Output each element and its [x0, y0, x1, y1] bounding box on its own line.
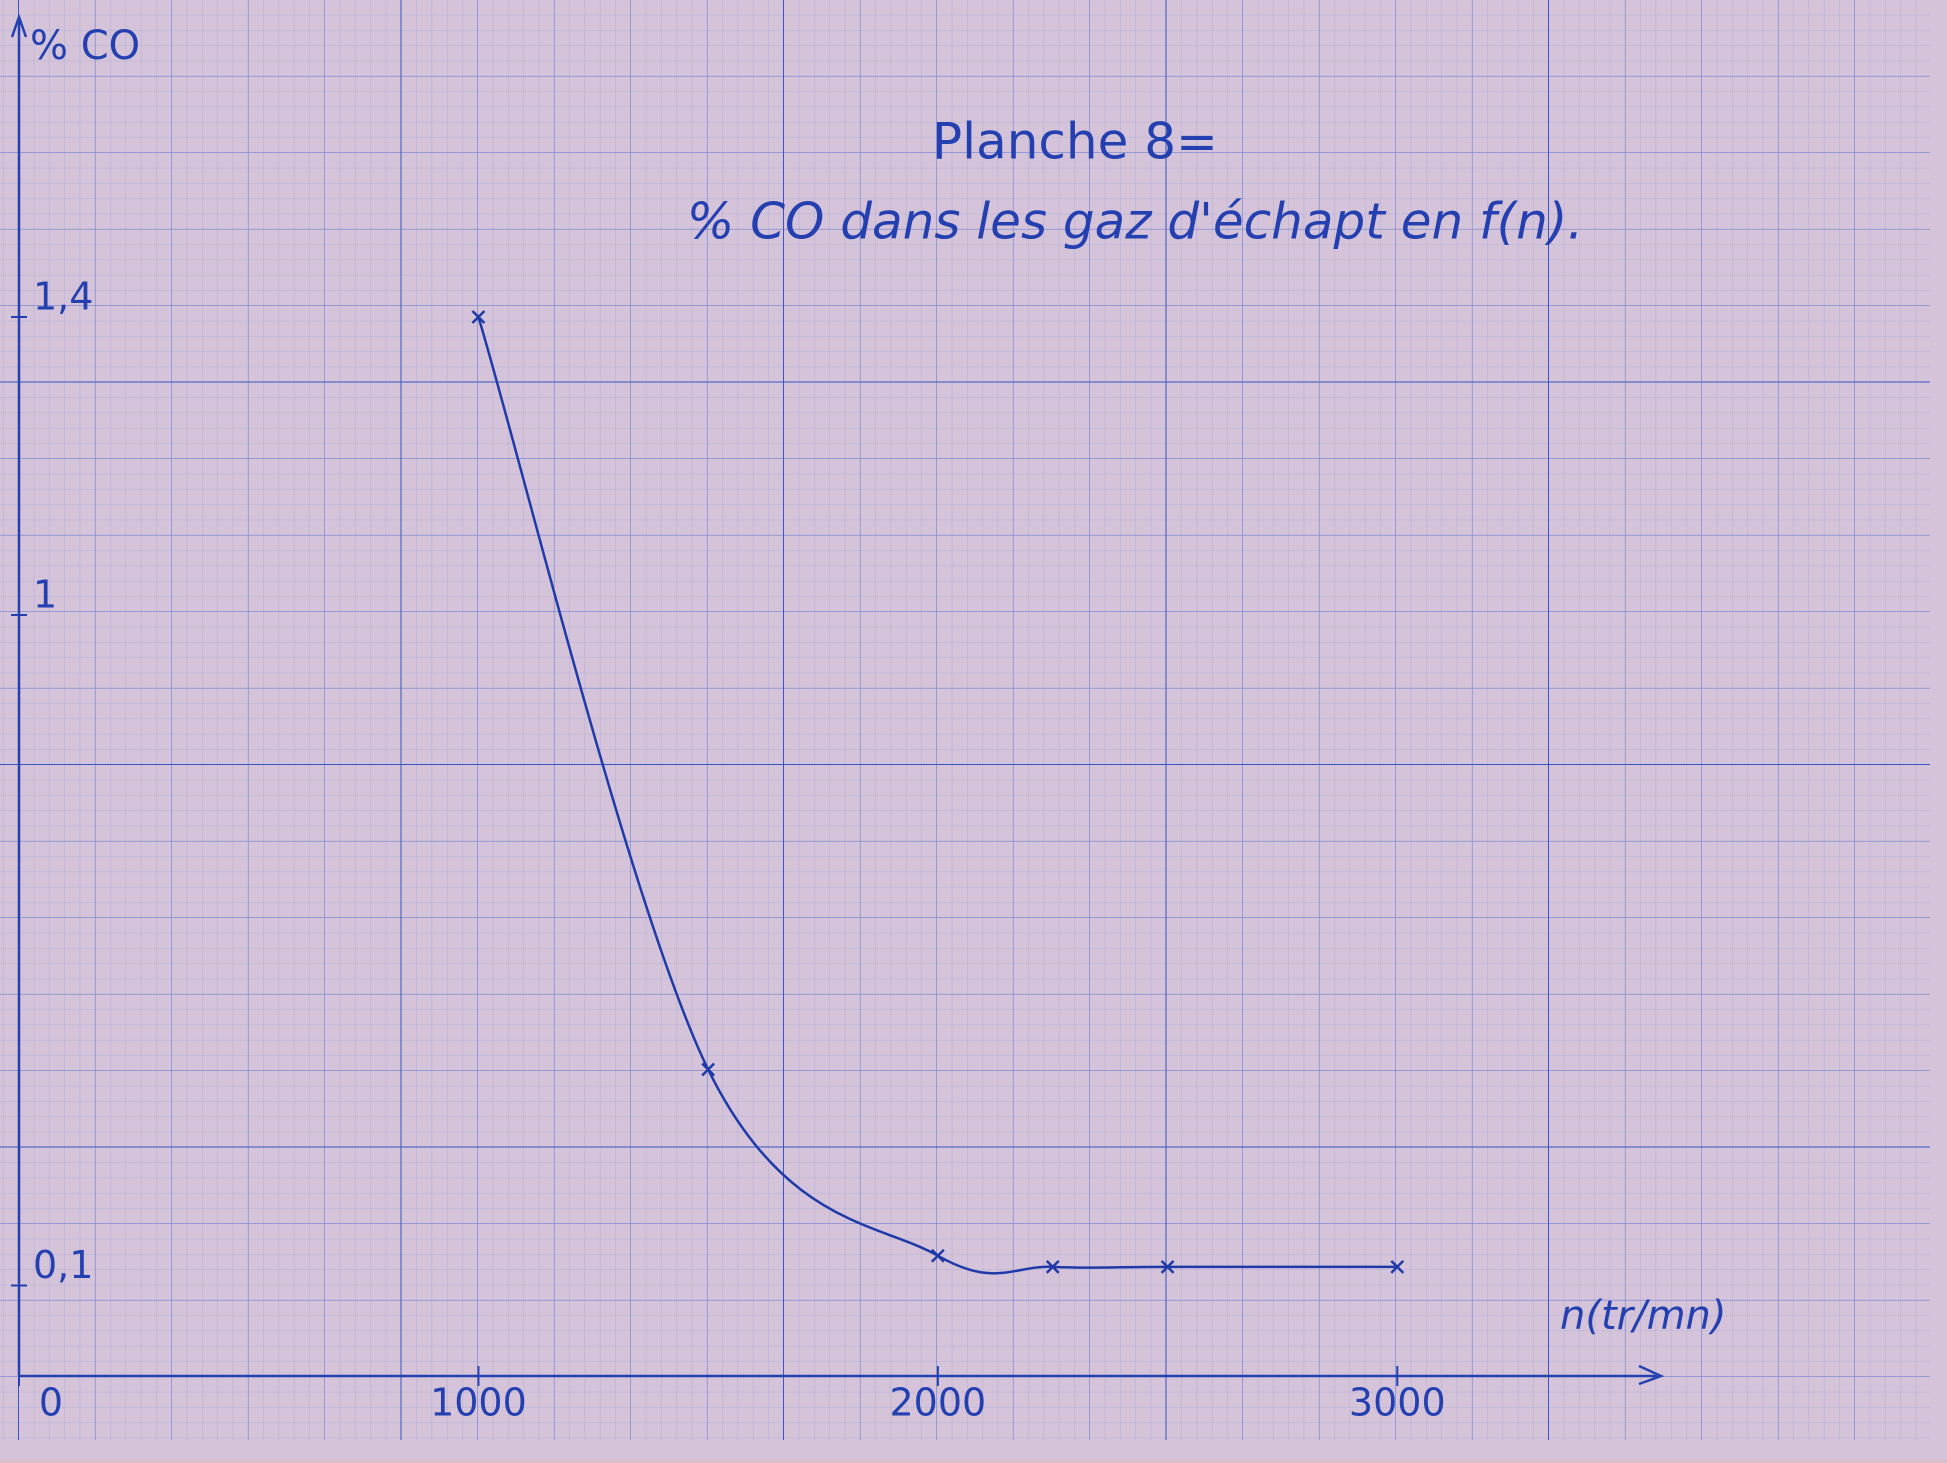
data-point	[701, 1062, 716, 1077]
data-point	[930, 1248, 945, 1263]
x-tick-label: 0	[39, 1381, 63, 1425]
x-tick-label: 3000	[1349, 1381, 1446, 1425]
x-tick-label: 2000	[889, 1381, 986, 1425]
y-tick-label: 1,4	[33, 275, 93, 319]
y-axis-arrow	[10, 13, 28, 38]
paper-grid-major	[0, 0, 1930, 1440]
data-line	[477, 316, 1398, 1275]
y-tick-label: 1	[33, 573, 57, 617]
x-axis-arrow	[1638, 1364, 1665, 1386]
x-tick-label: 1000	[430, 1381, 527, 1425]
y-axis-label: % CO	[30, 23, 140, 69]
data-point	[1045, 1259, 1060, 1274]
data-point	[1160, 1259, 1175, 1274]
data-point	[1390, 1259, 1405, 1274]
data-point	[471, 310, 486, 324]
y-tick-label: 0,1	[33, 1243, 93, 1287]
chart-title: Planche 8=	[932, 113, 1218, 171]
x-axis-label: n(tr/mn)	[1560, 1293, 1726, 1339]
chart-subtitle: % CO dans les gaz d'échapt en f(n).	[687, 193, 1584, 251]
